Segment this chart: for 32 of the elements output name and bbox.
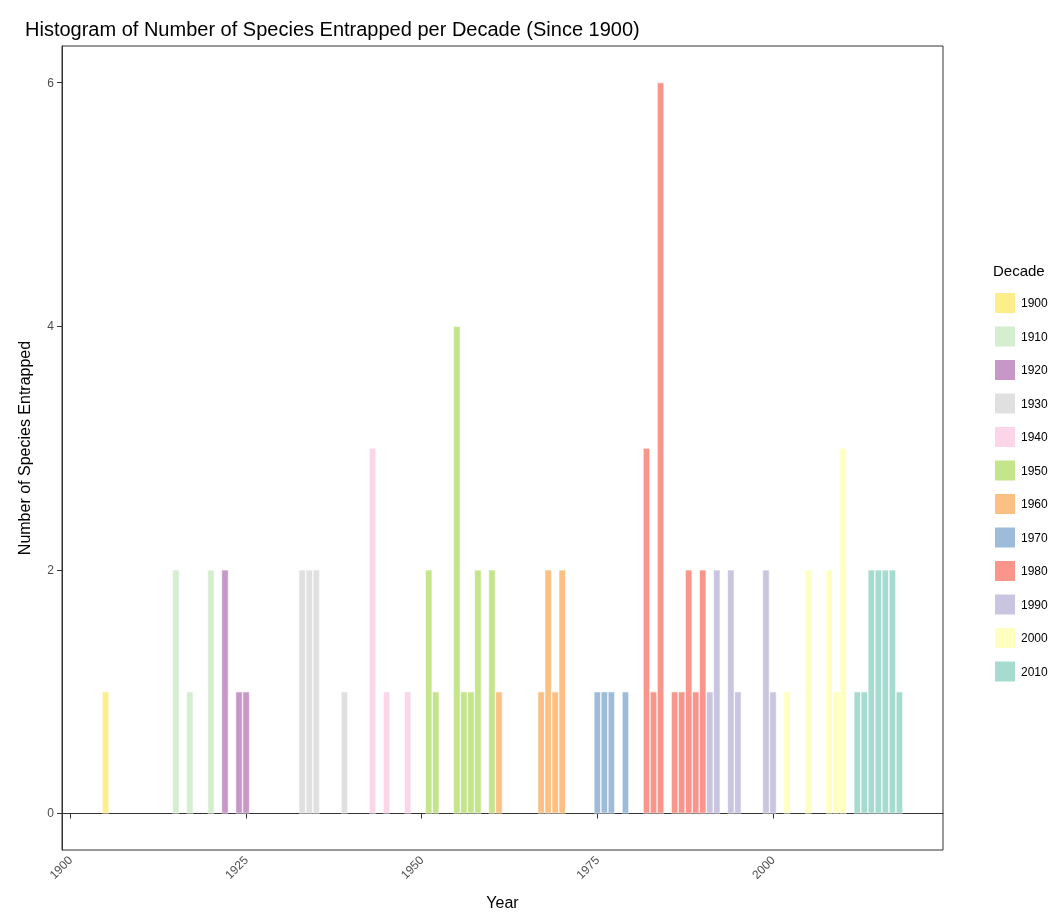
y-tick-label: 6	[47, 75, 55, 90]
legend-label: 1980	[1021, 564, 1049, 578]
bar	[221, 569, 229, 814]
legend-label: 1960	[1021, 497, 1049, 511]
legend-label: 1950	[1021, 463, 1049, 478]
legend-label: 1990	[1021, 597, 1049, 612]
y-tick-label: 4	[47, 319, 55, 334]
bar	[172, 569, 180, 814]
chart-title: Histogram of Number of Species Entrapped per Decade (Since 1900)	[25, 18, 640, 40]
legend-label: 2000	[1021, 631, 1049, 645]
bar	[383, 691, 391, 814]
bar	[340, 691, 348, 814]
legend-label: 1910	[1021, 329, 1049, 344]
legend-label: 1900	[1021, 296, 1049, 310]
y-axis-title: Number of Species Entrapped	[15, 340, 33, 556]
x-axis-title: Year	[486, 893, 520, 911]
bar	[207, 569, 215, 814]
bar	[804, 569, 812, 814]
legend-label: 2010	[1021, 664, 1049, 679]
y-tick-label: 2	[47, 562, 55, 577]
bar	[102, 691, 110, 814]
legend-label: 1970	[1021, 530, 1049, 545]
bar	[369, 448, 377, 814]
legend-title: Decade	[993, 262, 1045, 279]
y-tick-label: 0	[47, 806, 55, 821]
bar	[621, 691, 629, 814]
bar	[186, 691, 194, 814]
legend-label: 1940	[1021, 430, 1049, 444]
bar	[783, 691, 791, 814]
legend-label: 1930	[1021, 396, 1049, 411]
legend-label: 1920	[1021, 363, 1049, 377]
bar	[404, 691, 412, 814]
